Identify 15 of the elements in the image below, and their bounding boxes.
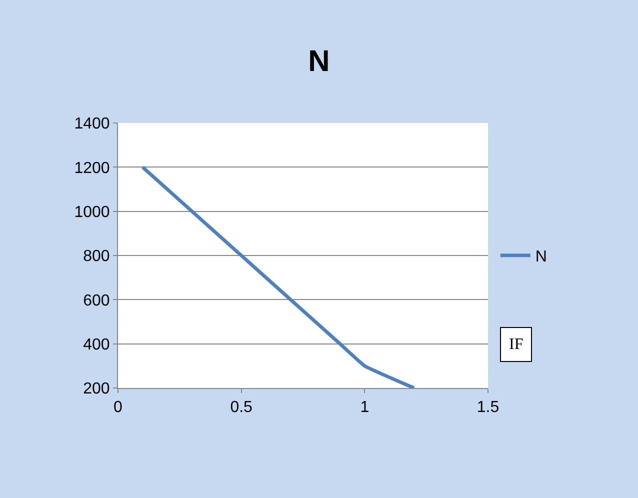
y-tick-label: 200	[83, 380, 110, 398]
x-tick-label: 0.5	[230, 399, 253, 416]
x-tick-label: 0	[114, 399, 123, 416]
text: IF	[509, 336, 524, 353]
y-tick-label: 1000	[74, 204, 110, 221]
legend-label: N	[535, 248, 547, 266]
x-tick-label: 1.5	[476, 399, 500, 416]
y-tick-label: 1400	[74, 116, 110, 133]
y-tick-label: 800	[83, 248, 110, 266]
x-tick-label: 1	[360, 399, 370, 416]
y-tick-label: 1200	[74, 160, 110, 177]
chart-title: N	[308, 44, 330, 78]
y-tick-label: 400	[83, 336, 110, 354]
y-tick-label: 600	[83, 292, 110, 310]
line-series	[140, 165, 416, 388]
